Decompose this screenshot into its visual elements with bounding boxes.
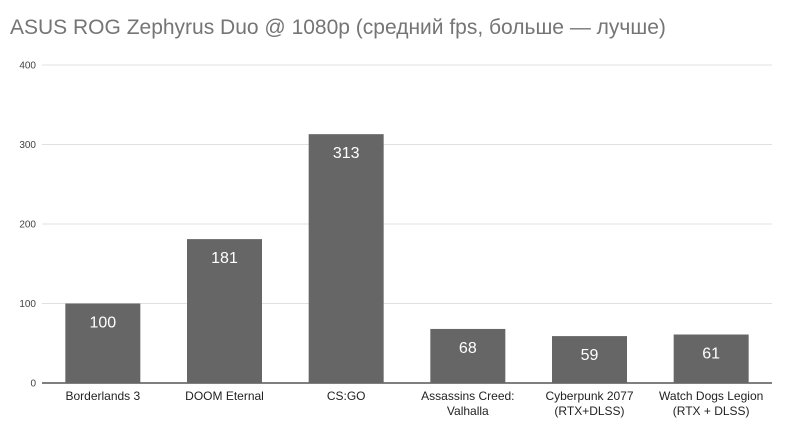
bar	[552, 336, 627, 383]
x-tick-label: Assassins Creed: Valhalla	[421, 389, 514, 418]
y-tick-label: 0	[30, 379, 36, 390]
bar-value-labels: 100 181 313 68 59 61	[89, 145, 720, 364]
x-tick-label-line: DOOM Eternal	[185, 389, 264, 403]
x-tick-label-line: Borderlands 3	[65, 389, 140, 403]
x-tick-label-line: (RTX+DLSS)	[554, 404, 624, 418]
bars	[65, 134, 749, 383]
x-tick-label: DOOM Eternal	[185, 389, 264, 403]
x-tick-label-line: Watch Dogs Legion	[659, 389, 763, 403]
bar	[308, 134, 384, 383]
chart-title: ASUS ROG Zephyrus Duo @ 1080p (средний f…	[10, 16, 666, 39]
x-tick-label: CS:GO	[327, 389, 366, 403]
x-tick-label-line: Assassins Creed:	[421, 389, 514, 403]
y-tick-label: 300	[19, 140, 36, 151]
x-tick-label-line: CS:GO	[327, 389, 366, 403]
bar-value-label: 181	[211, 250, 238, 267]
bar-value-label: 59	[581, 347, 599, 364]
gridlines	[42, 64, 772, 384]
bar-value-label: 61	[702, 346, 720, 363]
x-tick-label: Borderlands 3	[65, 389, 140, 403]
y-tick-label: 100	[19, 299, 36, 310]
x-tick-label: Cyberpunk 2077 (RTX+DLSS)	[545, 389, 633, 418]
x-tick-label-line: Cyberpunk 2077	[545, 389, 633, 403]
bar-value-label: 68	[459, 340, 477, 357]
x-tick-label-line: (RTX + DLSS)	[673, 404, 750, 418]
bar	[187, 239, 262, 383]
y-tick-label: 400	[19, 61, 36, 72]
y-tick-label: 200	[19, 220, 36, 231]
bar	[673, 334, 749, 383]
x-tick-label: Watch Dogs Legion (RTX + DLSS)	[659, 389, 763, 418]
bar	[430, 328, 506, 383]
x-axis-category-labels: Borderlands 3 DOOM Eternal CS:GO Assassins …	[65, 389, 763, 418]
bar	[65, 303, 141, 383]
y-axis-ticks: 0 100 200 300 400	[19, 61, 36, 390]
x-tick-label-line: Valhalla	[447, 404, 489, 418]
bar-value-label: 313	[333, 145, 360, 162]
bar-value-label: 100	[89, 315, 116, 332]
